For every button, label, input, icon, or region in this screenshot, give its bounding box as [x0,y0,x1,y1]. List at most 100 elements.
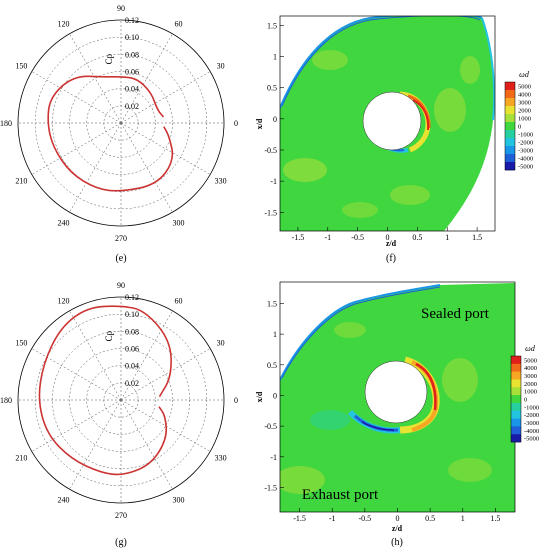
angle-tick-label: 270 [115,234,127,243]
x-tick-label: -1 [329,514,336,523]
radial-axis-label: Cp [104,330,114,341]
colorbar-tick-label: -1000 [518,132,533,139]
angle-tick-label: 210 [15,454,27,463]
x-tick-label: -1.5 [293,514,306,523]
polar-ring [86,365,156,435]
polar-spoke [120,33,173,124]
polar-ring [86,88,156,158]
x-tick-label: 0.5 [412,233,422,242]
colorbar-tick-label: 0 [524,397,527,404]
radial-tick-label: 0.10 [125,310,139,319]
angle-tick-label: 0 [234,119,238,128]
angle-tick-label: 180 [0,119,12,128]
colorbar-swatch [505,130,515,139]
cylinder-f [363,92,421,150]
colorbar-swatch [505,98,515,107]
radial-tick-label: 0.02 [125,102,139,111]
colorbar-tick-label: -4000 [518,156,533,163]
colorbar-tick-label: 4000 [524,365,537,372]
y-tick-label: 1 [273,53,277,62]
contour-plot-h: -1.5 -1 -0.5 0 0.5 1 1.5 -1.5 -1 -0.5 0 0.5 1 1.5 Se… [255,281,539,533]
panel-label-g: (g) [115,537,127,548]
radial-tick-label: 0.02 [125,379,139,388]
colorbar-swatch [511,418,521,427]
polar-spoke [69,122,122,213]
x-tick-label: -0.5 [351,233,364,242]
radial-tick-label: 0.08 [125,50,139,59]
annotation-exhaust-port: Exhaust port [302,487,379,503]
x-axis-f: -1.5 -1 -0.5 0 0.5 1 1.5 [292,227,482,242]
colorbar-tick-label: 1000 [524,389,537,396]
colorbar-swatch [511,410,521,419]
colorbar-tick-label: 0 [518,124,521,131]
y-tick-label: -0.5 [264,422,277,431]
colorbar-swatch [511,395,521,404]
colorbar-swatch [505,162,515,171]
y-tick-label: -0.5 [264,146,277,155]
angle-tick-label: 300 [173,496,185,505]
shear-layer-f [280,16,483,109]
x-axis-title-h: z/d [392,524,403,533]
colorbar-swatch [511,434,521,443]
polar-ring [69,71,173,175]
colorbar-tick-label: -3000 [524,420,539,427]
y-tick-label: -1.5 [264,483,277,492]
colorbar-tick-label: 1000 [518,116,531,123]
cp-curve-e [47,75,174,192]
polar-spoke [120,71,211,124]
polar-spoke [120,399,211,452]
polar-labels-e: 0 30 60 90 120 150 180 210 240 270 300 330 0.02 0.04 0… [0,4,238,243]
panel-label-h: (h) [391,537,403,548]
shear-layer-h [280,284,441,381]
colorbar-swatch [505,114,515,123]
colorbar-tick-label: -5000 [518,164,533,171]
angle-tick-label: 240 [58,219,70,228]
cp-curve-g [38,305,172,476]
radial-tick-label: 0.04 [125,85,139,94]
angle-tick-label: 60 [175,19,183,28]
colorbar-tick-label: -2000 [524,412,539,419]
y-tick-label: 1 [273,330,277,339]
colorbar-outline [510,355,522,443]
right-edge-f [481,17,495,121]
colorbar-title-f: ωd [519,70,530,79]
x-tick-label: -1.5 [292,233,305,242]
colorbar-swatch [511,387,521,396]
colorbar-tick-label: 5000 [524,357,537,364]
polar-grid-g [17,296,225,504]
angle-tick-label: 30 [217,62,225,71]
angle-tick-label: 120 [58,296,70,305]
colorbar-tick-label: 4000 [518,92,531,99]
y-axis-h: -1.5 -1 -0.5 0 0.5 1 1.5 [264,299,284,492]
angle-tick-label: 60 [175,296,183,305]
x-tick-label: 0 [386,233,390,242]
polar-spoke [31,399,122,452]
polar-spoke [31,122,122,175]
angle-tick-label: 180 [0,396,12,405]
colorbar-outline [504,81,516,171]
colorbar-title-h: ωd [525,344,536,353]
polar-spoke [120,122,173,213]
polar-spoke [69,33,122,124]
polar-grid-e [17,19,225,227]
radial-axis-label: Cp [104,53,114,64]
x-tick-label: -1 [324,233,331,242]
colorbar-f: 500040003000200010000-1000-2000-3000-400… [504,81,533,171]
radial-tick-label: 0.06 [125,345,139,354]
angle-tick-label: 0 [234,396,238,405]
colorbar-swatch [505,106,515,115]
colorbar-swatch [511,371,521,380]
colorbar-tick-label: -2000 [518,140,533,147]
colorbar-swatch [505,90,515,99]
colorbar-swatch [505,154,515,163]
radial-tick-label: 0.10 [125,33,139,42]
colorbar-tick-label: 3000 [518,100,531,107]
polar-spoke [120,310,173,401]
colorbar-h: 500040003000200010000-1000-2000-3000-400… [510,355,539,443]
angle-tick-label: 90 [117,4,125,13]
x-tick-label: 1 [445,233,449,242]
colorbar-swatch [511,379,521,388]
y-tick-label: 0 [273,115,277,124]
x-tick-label: 1.5 [490,514,500,523]
